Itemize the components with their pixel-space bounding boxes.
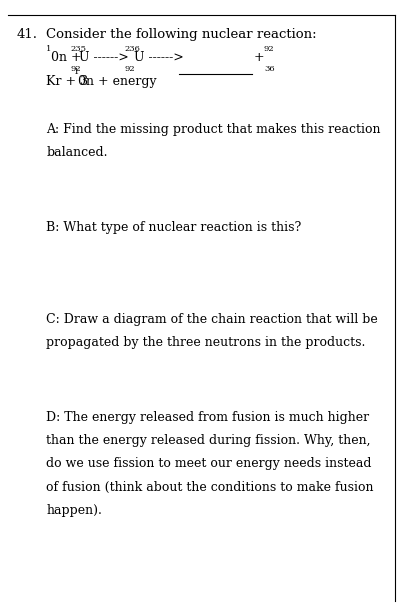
- Text: 92: 92: [264, 45, 274, 53]
- Text: happen).: happen).: [46, 504, 102, 517]
- Text: 36: 36: [264, 65, 274, 73]
- Text: C: Draw a diagram of the chain reaction that will be: C: Draw a diagram of the chain reaction …: [46, 313, 378, 326]
- Text: 1: 1: [74, 68, 79, 76]
- Text: 0n +: 0n +: [51, 51, 86, 64]
- Text: D: The energy released from fusion is much higher: D: The energy released from fusion is mu…: [46, 411, 370, 424]
- Text: balanced.: balanced.: [46, 146, 108, 159]
- Text: do we use fission to meet our energy needs instead: do we use fission to meet our energy nee…: [46, 457, 372, 470]
- Text: +: +: [254, 51, 264, 64]
- Text: A: Find the missing product that makes this reaction: A: Find the missing product that makes t…: [46, 123, 381, 135]
- Text: U ------>: U ------>: [79, 51, 129, 64]
- Text: of fusion (think about the conditions to make fusion: of fusion (think about the conditions to…: [46, 481, 374, 493]
- Text: 41.: 41.: [16, 28, 37, 40]
- Text: Consider the following nuclear reaction:: Consider the following nuclear reaction:: [46, 28, 317, 40]
- Text: 1: 1: [46, 45, 52, 53]
- Text: Kr + 3: Kr + 3: [46, 75, 89, 88]
- Text: B: What type of nuclear reaction is this?: B: What type of nuclear reaction is this…: [46, 221, 301, 234]
- Text: propagated by the three neutrons in the products.: propagated by the three neutrons in the …: [46, 336, 366, 349]
- Text: 92: 92: [70, 65, 81, 73]
- Text: than the energy released during fission. Why, then,: than the energy released during fission.…: [46, 434, 371, 447]
- Text: 235: 235: [70, 45, 86, 53]
- Text: 236: 236: [125, 45, 141, 53]
- Text: U ------>: U ------>: [134, 51, 184, 64]
- Text: 0n + energy: 0n + energy: [78, 75, 157, 88]
- Text: 92: 92: [125, 65, 135, 73]
